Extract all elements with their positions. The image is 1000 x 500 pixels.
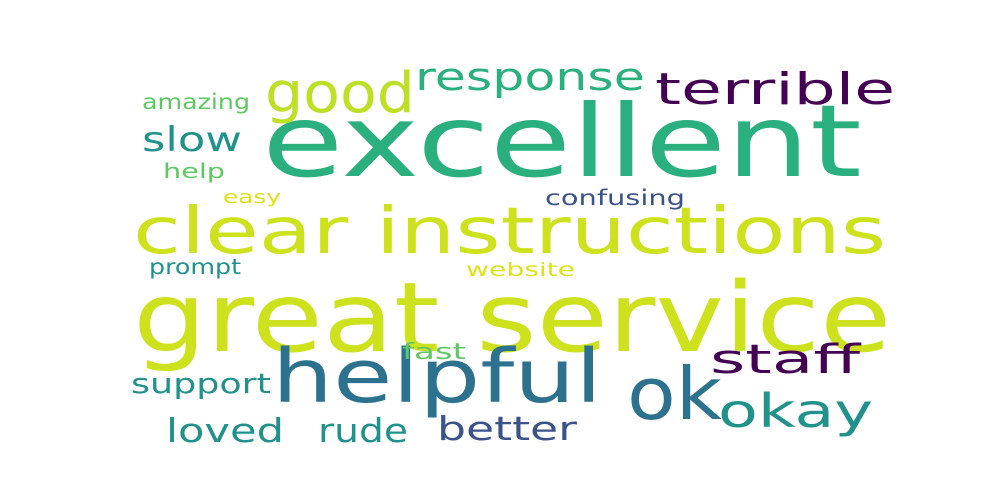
word-website: website <box>466 259 576 281</box>
word-better: better <box>437 409 577 448</box>
word-great-service: great service <box>133 262 892 374</box>
word-slow: slow <box>142 120 243 160</box>
word-excellent: excellent <box>262 83 862 200</box>
word-loved: loved <box>166 411 284 450</box>
word-fast: fast <box>402 340 467 365</box>
word-support: support <box>131 367 271 400</box>
word-okay: okay <box>718 384 874 438</box>
word-response: response <box>415 55 645 99</box>
word-amazing: amazing <box>142 90 251 114</box>
word-helpful: helpful <box>272 334 603 420</box>
word-staff: staff <box>710 337 860 383</box>
word-good: good <box>265 61 415 126</box>
word-clear-instructions: clear instructions <box>133 195 887 269</box>
word-rude: rude <box>318 411 408 450</box>
word-terrible: terrible <box>655 64 896 115</box>
word-ok: ok <box>627 352 723 436</box>
word-help: help <box>163 159 225 183</box>
word-easy: easy <box>223 187 281 208</box>
word-confusing: confusing <box>545 186 686 210</box>
word-prompt: prompt <box>149 255 242 279</box>
